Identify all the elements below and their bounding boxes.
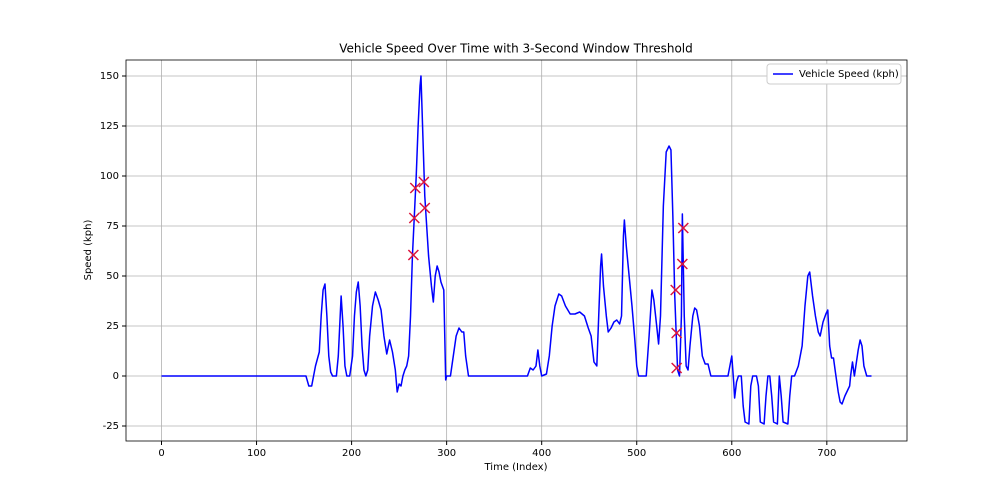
y-tick-label: 0 <box>113 371 119 382</box>
x-tick-label: 400 <box>532 448 551 459</box>
line <box>161 75 872 425</box>
y-tick-label: 50 <box>106 271 119 282</box>
y-tick-label: 150 <box>100 71 119 82</box>
marker <box>671 327 683 339</box>
marker <box>409 182 421 194</box>
y-tick-label: 125 <box>100 121 119 132</box>
y-tick-label: 100 <box>100 171 119 182</box>
y-axis-label: Speed (kph) <box>83 220 94 281</box>
x-tick-label: 700 <box>817 448 836 459</box>
y-tick-label: -25 <box>103 421 119 432</box>
marker <box>419 202 431 214</box>
x-tick-label: 100 <box>247 448 266 459</box>
x-axis-label: Time (Index) <box>484 462 548 473</box>
marker <box>418 176 430 188</box>
marker <box>671 362 683 374</box>
marker <box>670 284 682 296</box>
marker <box>408 212 420 224</box>
marker <box>677 222 689 234</box>
x-tick-label: 0 <box>158 448 164 459</box>
x-tick-label: 500 <box>627 448 646 459</box>
y-tick-label: 25 <box>106 321 119 332</box>
x-tick-label: 600 <box>722 448 741 459</box>
x-tick-label: 200 <box>342 448 361 459</box>
legend-label: Vehicle Speed (kph) <box>799 69 899 80</box>
legend-box <box>766 63 902 85</box>
marker <box>407 249 419 261</box>
marker <box>676 258 688 270</box>
x-tick-label: 300 <box>437 448 456 459</box>
chart-title: Vehicle Speed Over Time with 3-Second Wi… <box>339 42 693 56</box>
plot-frame <box>125 59 908 442</box>
y-tick-label: 75 <box>106 221 119 232</box>
